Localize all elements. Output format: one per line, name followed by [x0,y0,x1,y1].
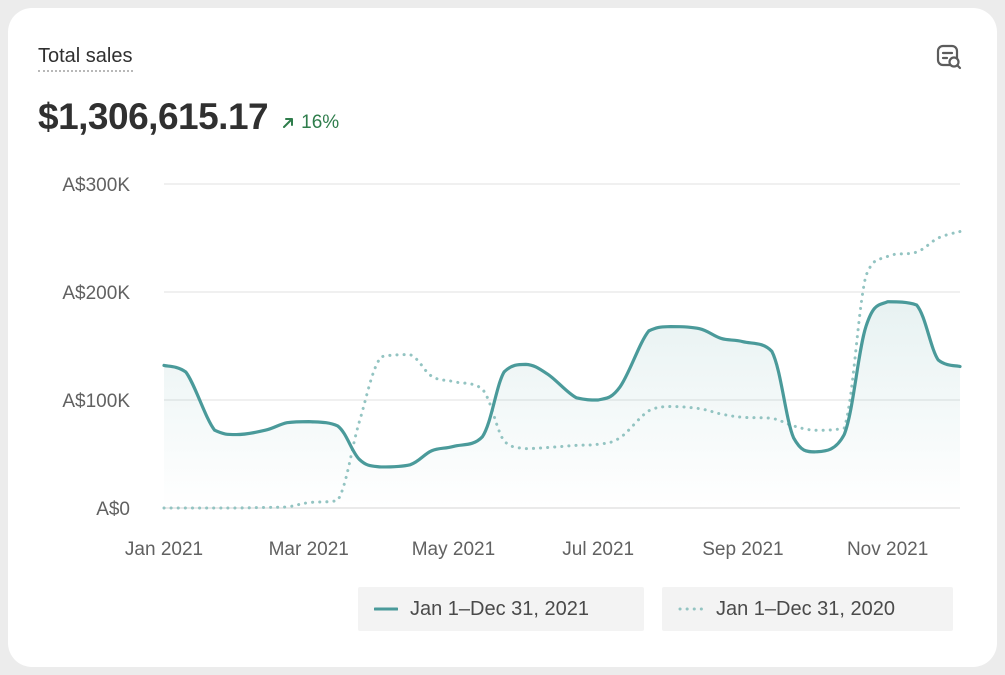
arrow-up-right-icon [283,118,294,128]
legend-item-2020[interactable]: Jan 1–Dec 31, 2020 [662,587,953,631]
series-area-2021 [164,301,960,508]
legend-item-2021[interactable]: Jan 1–Dec 31, 2021 [358,587,644,631]
delta-value: 16% [301,111,340,133]
y-tick-label: A$100K [62,391,130,412]
delta-badge: 16% [282,112,339,134]
y-tick-label: A$300K [62,175,130,196]
card-title[interactable]: Total sales [38,44,133,72]
search-data-icon[interactable] [933,41,965,73]
total-sales-card: Total sales $1,306,615.17 16% [8,8,997,667]
legend-label-2020: Jan 1–Dec 31, 2020 [716,597,896,620]
x-tick-label: Nov 2021 [847,539,928,560]
y-tick-label: A$200K [62,283,130,304]
x-tick-label: Jan 2021 [125,539,203,560]
x-tick-label: Sep 2021 [702,539,783,560]
x-tick-label: May 2021 [412,539,495,560]
series-line-2021[interactable] [162,300,962,469]
dotted-line-swatch-icon [678,607,704,611]
series-line-2020[interactable] [162,230,962,510]
total-row: $1,306,615.17 16% [38,96,339,138]
legend-label-2021: Jan 1–Dec 31, 2021 [410,597,590,620]
solid-line-swatch-icon [374,607,398,611]
x-tick-label: Jul 2021 [562,539,634,560]
y-tick-label: A$0 [96,499,130,520]
x-tick-label: Mar 2021 [269,539,349,560]
total-sales-value: $1,306,615.17 [38,96,269,137]
